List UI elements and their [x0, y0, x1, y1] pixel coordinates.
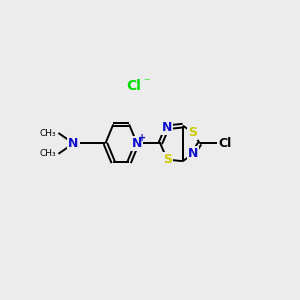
Text: Cl: Cl: [127, 79, 141, 93]
Text: Cl: Cl: [218, 137, 231, 150]
Text: N: N: [188, 147, 198, 160]
Text: N: N: [132, 137, 142, 150]
Text: N: N: [162, 121, 172, 134]
Text: +: +: [138, 133, 146, 143]
Text: S: S: [163, 153, 172, 166]
Text: CH₃: CH₃: [40, 128, 57, 137]
Text: CH₃: CH₃: [40, 149, 57, 158]
Text: N: N: [68, 137, 79, 150]
Text: S: S: [188, 126, 197, 139]
Text: ⁻: ⁻: [143, 76, 150, 89]
